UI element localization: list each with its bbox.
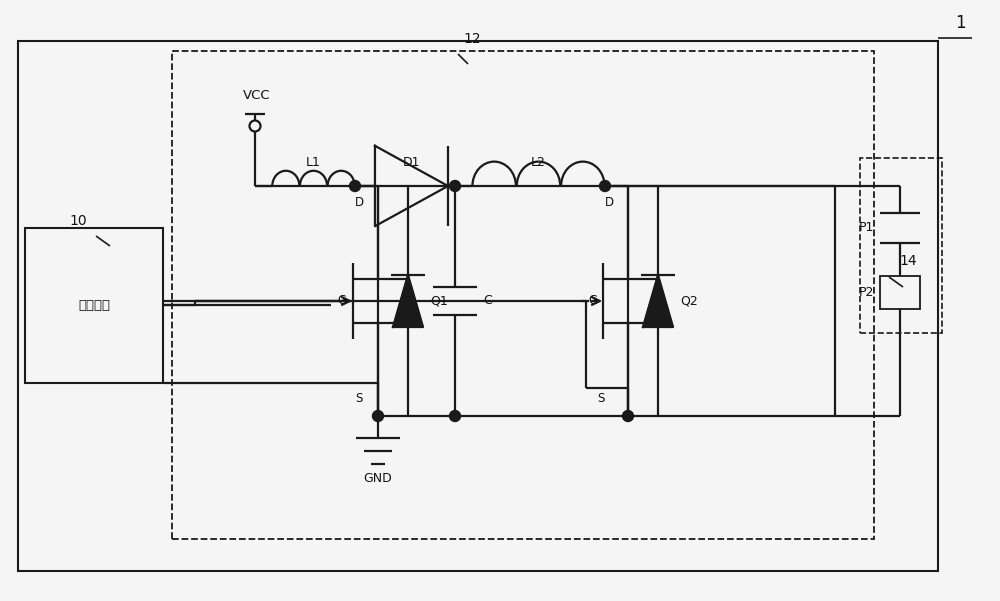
Text: 12: 12 <box>463 32 481 46</box>
Circle shape <box>622 410 634 421</box>
Text: D1: D1 <box>403 156 420 169</box>
Bar <box>860 158 942 333</box>
Bar <box>25 228 163 383</box>
Text: S: S <box>598 392 605 406</box>
Text: P2: P2 <box>859 286 874 299</box>
Circle shape <box>350 180 360 192</box>
Text: 10: 10 <box>69 214 87 228</box>
Text: Q2: Q2 <box>680 294 698 308</box>
Text: L1: L1 <box>306 156 321 169</box>
Circle shape <box>450 180 460 192</box>
Bar <box>18 41 938 571</box>
Text: S: S <box>355 392 362 406</box>
Text: G: G <box>338 294 347 308</box>
Circle shape <box>372 410 384 421</box>
Text: Q1: Q1 <box>430 294 448 308</box>
Circle shape <box>450 410 460 421</box>
Bar <box>880 276 920 309</box>
Polygon shape <box>393 275 423 327</box>
Text: GND: GND <box>364 472 392 484</box>
Text: 控制单元: 控制单元 <box>78 299 110 312</box>
Text: P1: P1 <box>859 222 874 234</box>
Text: VCC: VCC <box>243 90 271 103</box>
Text: 1: 1 <box>955 14 965 32</box>
Text: D: D <box>605 197 614 210</box>
Bar <box>172 51 874 539</box>
Polygon shape <box>643 275 673 327</box>
Text: C: C <box>483 294 492 308</box>
Text: D: D <box>355 197 364 210</box>
Text: G: G <box>588 294 597 308</box>
Circle shape <box>600 180 610 192</box>
Text: 14: 14 <box>899 254 917 268</box>
Text: L2: L2 <box>531 156 546 169</box>
